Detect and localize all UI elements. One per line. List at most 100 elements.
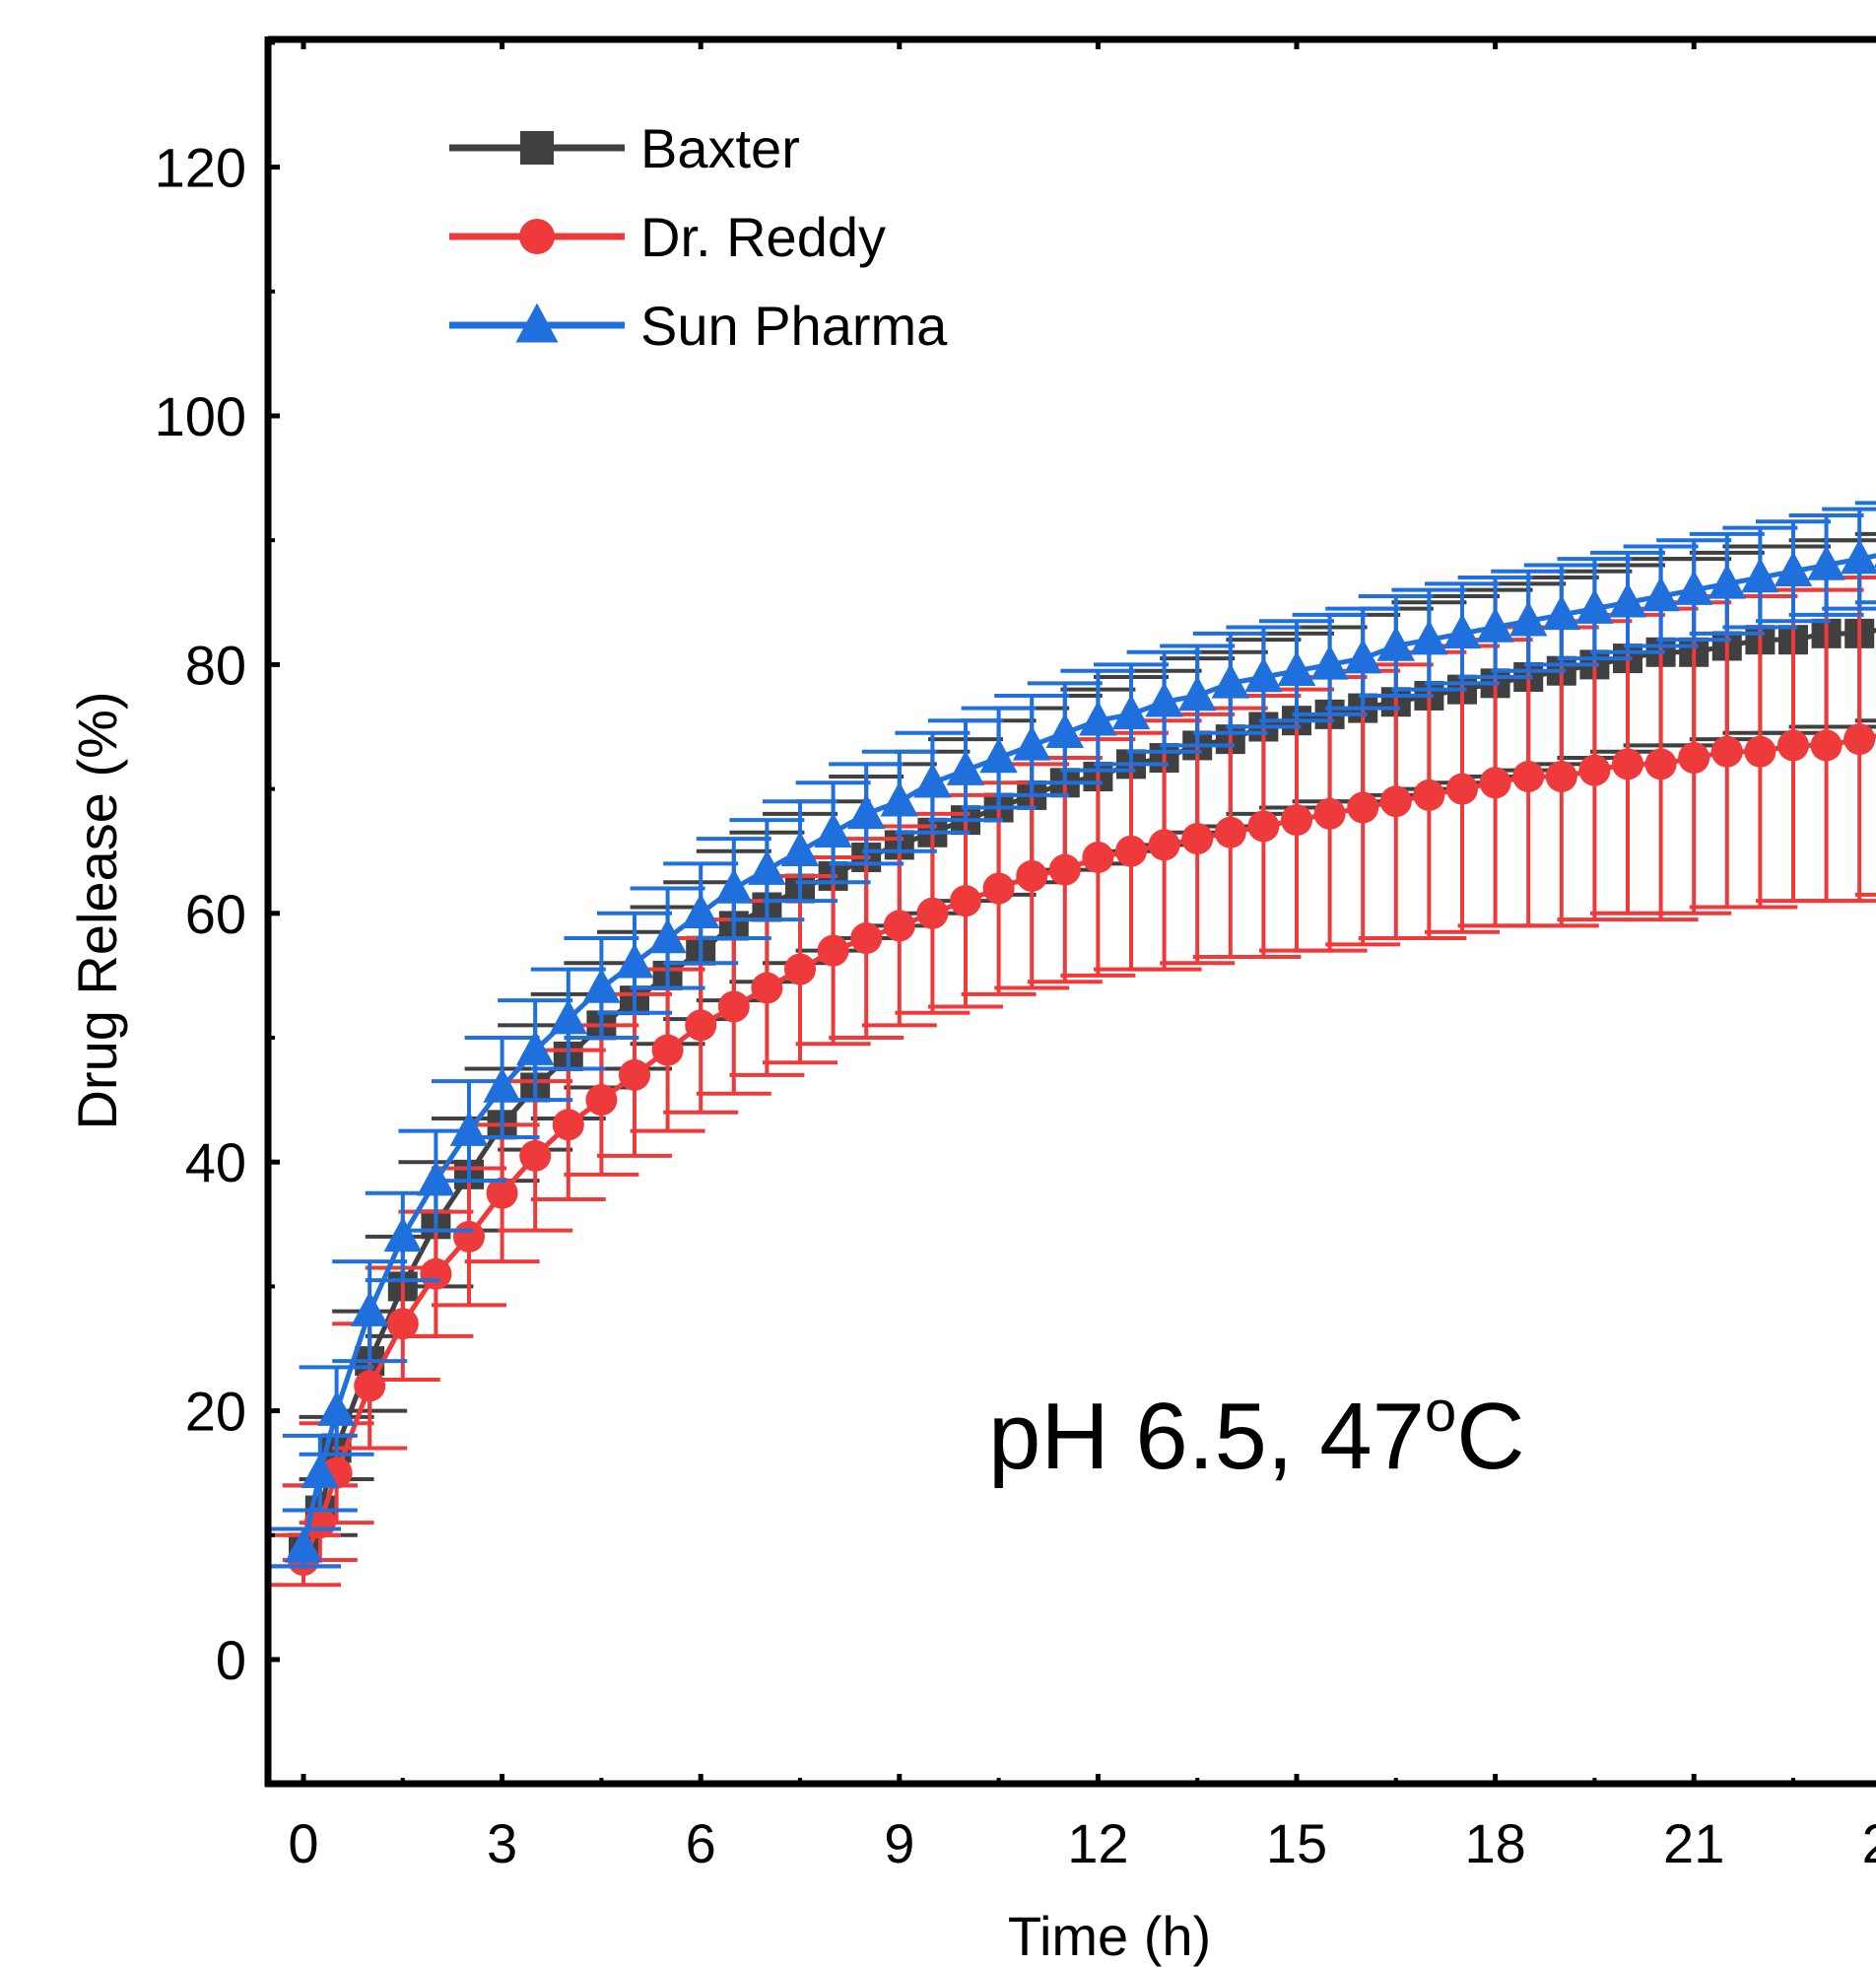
data-point [519,1139,552,1172]
data-point [486,1177,518,1209]
legend-label: Baxter [640,117,800,179]
data-point [651,1034,684,1066]
data-point [585,1084,618,1117]
x-tick-label: 3 [487,1812,517,1874]
data-point [1413,779,1445,811]
x-axis-title: Time (h) [1008,1905,1211,1967]
x-tick-label: 6 [686,1812,716,1874]
series-sun-pharma [268,501,1876,1569]
data-point [982,872,1015,905]
data-point [950,885,981,917]
data-point [1608,582,1647,618]
data-point [1678,742,1710,775]
data-point [1744,735,1776,768]
data-point [1281,804,1312,837]
data-point [1545,760,1577,792]
data-point [1310,644,1349,680]
data-point [784,953,816,985]
data-point [1181,823,1214,855]
data-point [1247,810,1280,843]
data-point [552,1109,584,1141]
y-tick-label: 40 [185,1131,246,1193]
legend: Baxter Dr. Reddy Sun Pharma [449,117,948,357]
data-point [1446,773,1478,805]
data-point [1211,663,1250,699]
data-point [1079,700,1117,736]
legend-marker [520,131,554,165]
data-point [354,1370,386,1402]
data-point [1379,785,1412,818]
data-point [1777,729,1809,762]
annotation-unit: C [1456,1384,1524,1489]
data-point [1148,829,1180,861]
data-point [301,1453,340,1488]
x-tick-label: 24 [1862,1812,1876,1874]
data-point [1082,842,1114,874]
data-point [1277,650,1316,686]
data-point [979,737,1018,774]
data-point [1575,588,1614,624]
data-point [1508,600,1548,637]
data-point [383,1216,423,1253]
data-point [453,1220,485,1253]
axes-layer: 0 3 6 9 12 15 18 21 24 0 20 40 60 80 100 120 [155,35,1876,1874]
data-point [1343,638,1382,674]
data-point [515,1030,555,1065]
data-point [681,893,720,929]
data-point [1410,619,1448,655]
data-point [1347,791,1379,824]
y-tick-label: 60 [185,883,246,945]
y-axis-title: Drug Release (%) [66,691,128,1129]
data-point [1479,767,1511,799]
data-point [880,780,919,817]
legend-item-baxter: Baxter [449,117,800,179]
condition-annotation: pH 6.5, 47oC [988,1380,1525,1489]
legend-marker [515,303,559,343]
x-tick-label: 9 [884,1812,914,1874]
data-point [317,1390,356,1426]
data-point [1774,551,1813,586]
x-tick-label: 12 [1067,1812,1128,1874]
legend-label: Dr. Reddy [640,206,886,268]
data-point [1214,816,1246,848]
data-point [284,1527,323,1563]
legend-label: Sun Pharma [640,295,948,357]
data-point [1045,712,1085,749]
data-point [1012,725,1051,761]
data-point [1016,859,1048,892]
data-point [619,1058,650,1091]
error-bar [1854,531,1876,723]
data-point [846,793,886,830]
legend-marker [519,219,555,254]
data-point [648,917,687,954]
data-point [417,1160,455,1196]
legend-item-sun-pharma: Sun Pharma [449,295,948,357]
data-point [1807,545,1845,580]
data-point [1873,563,1876,569]
y-tick-label: 100 [155,385,246,447]
series-dr-reddy [268,569,1876,1588]
data-point [751,972,783,1004]
data-point [1612,748,1643,780]
data-point [1512,760,1545,792]
data-point [685,1009,717,1042]
x-tick-label: 15 [1266,1812,1327,1874]
data-point [714,868,754,904]
data-point [1674,570,1713,605]
data-point [549,998,588,1035]
data-point [1642,576,1680,612]
data-point [483,1067,521,1103]
data-point [1843,723,1876,756]
data-point [916,897,949,929]
data-point [817,934,849,967]
data-point [1476,607,1514,643]
x-tick-label: 21 [1663,1812,1724,1874]
data-point [1145,682,1183,717]
annotation-main: pH 6.5, 47 [988,1384,1425,1489]
data-point [1048,853,1081,886]
data-point [1741,557,1779,593]
y-tick-label: 0 [216,1629,246,1691]
data-point [850,922,883,955]
data-point [1177,675,1217,712]
